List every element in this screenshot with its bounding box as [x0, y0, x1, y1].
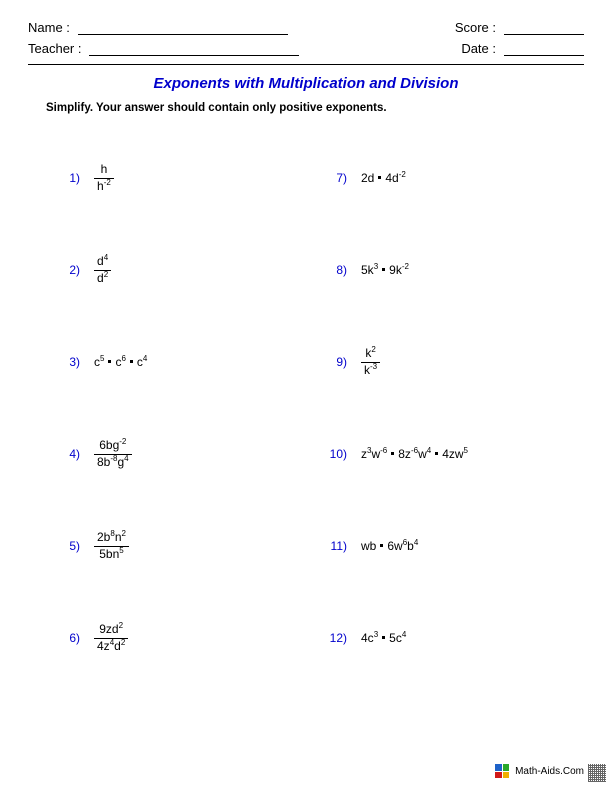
problem-number: 7): [317, 171, 347, 185]
problem: 10) z3w-68z-6w44zw5: [317, 408, 584, 500]
problem-expression: c5c6c4: [94, 355, 147, 369]
problem: 5) 2b8n25bn5: [50, 500, 317, 592]
problem-expression: 2b8n25bn5: [94, 531, 129, 560]
problem: 3) c5c6c4: [50, 316, 317, 408]
problem-expression: 5k39k-2: [361, 263, 409, 277]
problem: 4) 6bg-28b-8g4: [50, 408, 317, 500]
qr-code-icon: [588, 764, 606, 782]
problem-number: 12): [317, 631, 347, 645]
problem-expression: wb6w6b4: [361, 539, 418, 553]
problem: 9) k2k-3: [317, 316, 584, 408]
instructions: Simplify. Your answer should contain onl…: [46, 102, 584, 114]
problem: 11) wb6w6b4: [317, 500, 584, 592]
footer-logo-icon: [495, 764, 509, 778]
problem: 8) 5k39k-2: [317, 224, 584, 316]
problem-number: 8): [317, 263, 347, 277]
name-blank: [78, 21, 288, 35]
problem-expression: 4c35c4: [361, 631, 406, 645]
problem-expression: d4d2: [94, 255, 111, 284]
problem-number: 3): [50, 355, 80, 369]
problem-number: 6): [50, 631, 80, 645]
score-blank: [504, 21, 584, 35]
problem: 6) 9zd24z4d2: [50, 592, 317, 684]
problem-number: 1): [50, 171, 80, 185]
problem-expression: 6bg-28b-8g4: [94, 439, 132, 468]
problem-number: 10): [317, 447, 347, 461]
problem-expression: hh-2: [94, 163, 114, 192]
footer-site: Math-Aids.Com: [515, 766, 584, 777]
problem-number: 4): [50, 447, 80, 461]
problem-expression: 2d4d-2: [361, 171, 406, 185]
worksheet-title: Exponents with Multiplication and Divisi…: [28, 75, 584, 92]
problem-number: 2): [50, 263, 80, 277]
date-blank: [504, 42, 584, 56]
problem-number: 11): [317, 539, 347, 553]
problem-number: 5): [50, 539, 80, 553]
name-label: Name :: [28, 20, 70, 35]
problem-number: 9): [317, 355, 347, 369]
problem: 7) 2d4d-2: [317, 132, 584, 224]
problem: 1) hh-2: [50, 132, 317, 224]
problems-grid: 1) hh-2 7) 2d4d-2 2) d4d2 8) 5k39k-2 3) c5c6c4 9) k…: [28, 132, 584, 684]
problem-expression: z3w-68z-6w44zw5: [361, 447, 468, 461]
teacher-blank: [89, 42, 299, 56]
teacher-label: Teacher :: [28, 41, 81, 56]
problem-expression: k2k-3: [361, 347, 380, 376]
header-rule: [28, 64, 584, 65]
score-label: Score :: [455, 20, 496, 35]
footer: Math-Aids.Com: [495, 764, 584, 778]
problem: 12) 4c35c4: [317, 592, 584, 684]
date-label: Date :: [461, 41, 496, 56]
problem-expression: 9zd24z4d2: [94, 623, 128, 652]
problem: 2) d4d2: [50, 224, 317, 316]
